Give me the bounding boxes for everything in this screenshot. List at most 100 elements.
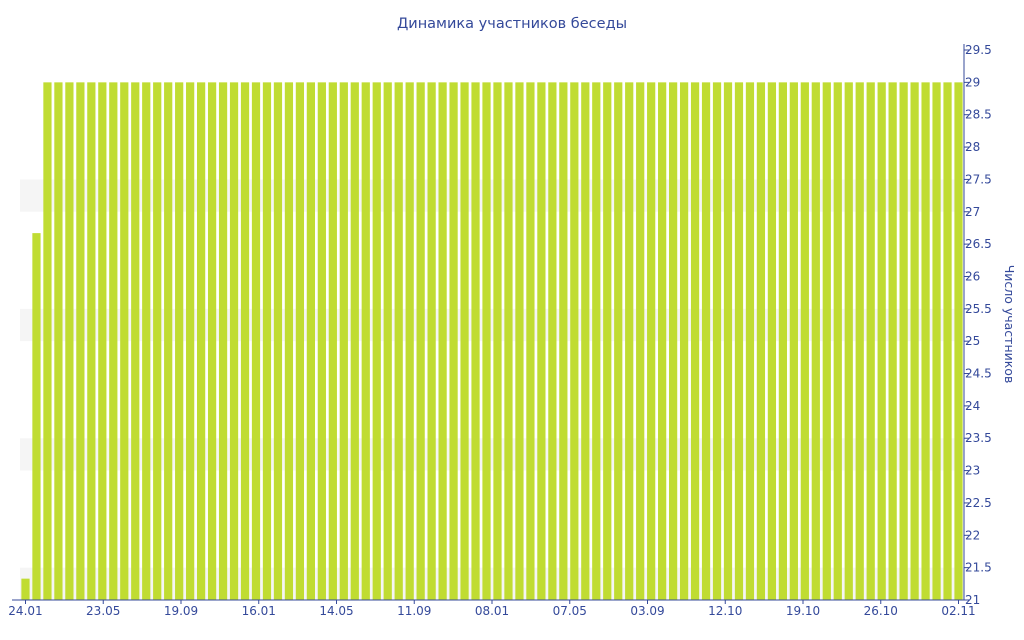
bar xyxy=(548,82,557,601)
bar xyxy=(471,82,480,601)
x-tick-label: 26.10 xyxy=(864,604,898,618)
chart-title: Динамика участников беседы xyxy=(397,16,627,32)
bar xyxy=(636,82,645,601)
bar xyxy=(734,82,744,601)
bar xyxy=(712,82,722,601)
bar xyxy=(570,82,579,601)
bar xyxy=(164,82,173,601)
background-band xyxy=(20,308,964,342)
y-tick-label: 25 xyxy=(965,334,980,348)
y-tick-label: 24.5 xyxy=(965,367,992,381)
bar xyxy=(350,82,359,601)
bar xyxy=(910,82,919,601)
bar xyxy=(339,82,348,601)
background-band xyxy=(20,438,964,471)
bar xyxy=(295,82,305,601)
bar xyxy=(273,82,283,601)
background-band xyxy=(20,567,964,600)
bar xyxy=(625,82,634,601)
x-tick-label: 16.01 xyxy=(242,604,276,618)
bar xyxy=(262,82,272,601)
bar xyxy=(284,82,294,601)
bar xyxy=(131,82,140,601)
x-tick-label: 19.09 xyxy=(164,604,198,618)
bar xyxy=(438,82,447,601)
x-tick-label: 12.10 xyxy=(708,604,742,618)
bar xyxy=(394,82,403,601)
bar xyxy=(416,82,425,601)
bar xyxy=(526,82,535,601)
y-tick-label: 26.5 xyxy=(965,237,992,251)
bar xyxy=(811,82,820,601)
y-tick-label: 26 xyxy=(965,269,980,283)
bar xyxy=(306,82,315,601)
y-tick-label: 27 xyxy=(965,205,980,219)
bar xyxy=(943,82,952,601)
bar xyxy=(822,82,831,601)
bar xyxy=(98,82,107,601)
bar xyxy=(592,82,601,601)
bar xyxy=(460,82,469,601)
bar xyxy=(899,82,908,601)
x-tick-label: 07.05 xyxy=(553,604,587,618)
x-tick-label: 24.01 xyxy=(8,604,42,618)
bar xyxy=(109,82,118,601)
plot-background-bands xyxy=(20,179,964,600)
bar xyxy=(690,82,700,601)
y-axis: 21 21.5 22 22.5 23 23.5 24 24.5 25 25.5 26 26.5 27 27… xyxy=(963,43,992,607)
bar xyxy=(877,82,886,601)
bar xyxy=(65,82,74,601)
bar xyxy=(647,82,656,601)
x-tick-label: 02.11 xyxy=(941,604,975,618)
bar xyxy=(669,82,678,601)
bar xyxy=(679,82,689,601)
bar xyxy=(888,82,897,601)
y-axis-label: Число участников xyxy=(1002,265,1017,384)
bar xyxy=(207,82,217,601)
bar xyxy=(240,82,250,601)
y-tick-label: 28.5 xyxy=(965,108,992,122)
y-tick-label: 29.5 xyxy=(965,43,992,57)
y-tick-label: 22.5 xyxy=(965,496,992,510)
bar xyxy=(197,82,206,601)
background-band xyxy=(20,179,964,212)
bar xyxy=(229,82,239,601)
bar xyxy=(153,82,162,601)
bar xyxy=(504,82,513,601)
bar xyxy=(87,82,96,601)
bar xyxy=(866,82,875,601)
x-tick-label: 11.09 xyxy=(397,604,431,618)
y-tick-label: 22 xyxy=(965,528,980,542)
bar xyxy=(186,82,195,601)
bar xyxy=(559,82,568,601)
bar xyxy=(603,82,612,601)
bar xyxy=(328,82,337,601)
bar xyxy=(800,82,809,601)
bar xyxy=(954,82,963,601)
bar xyxy=(581,82,590,601)
y-tick-label: 23 xyxy=(965,464,980,478)
bar xyxy=(932,82,941,601)
bar xyxy=(427,82,436,601)
y-tick-label: 21 xyxy=(965,593,980,607)
x-axis: 24.01 23.05 19.09 16.01 14.05 11.09 08.01 07.05… xyxy=(8,599,976,618)
bar xyxy=(658,82,667,601)
bar xyxy=(723,82,733,601)
bar-series xyxy=(21,82,963,601)
x-tick-label: 08.01 xyxy=(475,604,509,618)
bar xyxy=(789,82,798,601)
bar xyxy=(614,82,623,601)
bar xyxy=(43,82,52,601)
y-tick-label: 28 xyxy=(965,140,980,154)
bar xyxy=(32,233,41,600)
y-tick-label: 21.5 xyxy=(965,561,992,575)
bar xyxy=(767,82,777,601)
bar xyxy=(493,82,502,601)
bar xyxy=(383,82,392,601)
bar xyxy=(701,82,711,601)
bar xyxy=(745,82,755,601)
y-tick-label: 27.5 xyxy=(965,172,992,186)
bar xyxy=(756,82,766,601)
bar xyxy=(449,82,458,601)
bar xyxy=(482,82,491,601)
